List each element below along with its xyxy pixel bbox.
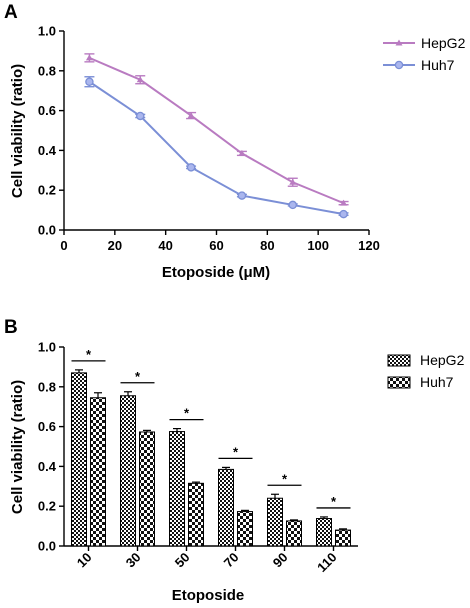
x-tick-label: 110 bbox=[314, 550, 339, 575]
data-point bbox=[85, 54, 93, 61]
bar-huh7 bbox=[286, 520, 302, 547]
panel-b-legend: HepG2 Huh7 bbox=[387, 352, 465, 390]
significance-star: * bbox=[331, 494, 337, 509]
x-tick-label: 90 bbox=[270, 550, 291, 571]
legend-swatch bbox=[387, 354, 411, 367]
bar-hepg2 bbox=[267, 497, 283, 547]
y-tick-label: 0.0 bbox=[38, 223, 56, 238]
panel-a-y-axis-label: Cell viability (ratio) bbox=[9, 64, 26, 198]
x-tick-label: 20 bbox=[108, 238, 122, 253]
panel-b-x-axis-label: Etoposide bbox=[172, 587, 245, 604]
bar-hepg2 bbox=[120, 395, 136, 547]
data-point bbox=[289, 178, 297, 185]
bar-huh7 bbox=[237, 511, 253, 547]
legend-label-hepg2: HepG2 bbox=[421, 35, 466, 51]
x-tick-label: 100 bbox=[307, 238, 329, 253]
panel-a-letter: A bbox=[4, 2, 18, 23]
bar-hepg2 bbox=[316, 518, 332, 547]
x-tick-label: 40 bbox=[158, 238, 172, 253]
data-point bbox=[238, 149, 246, 156]
x-tick-label: 60 bbox=[209, 238, 223, 253]
bar-hepg2 bbox=[169, 431, 185, 547]
bar-chart-panel-b: B Cell viability (ratio) Etoposide 0.00.… bbox=[4, 317, 465, 604]
x-tick-label: 10 bbox=[74, 550, 95, 571]
x-tick-label: 120 bbox=[358, 238, 380, 253]
y-tick-label: 1.0 bbox=[38, 340, 56, 355]
significance-star: * bbox=[86, 347, 92, 362]
y-tick-label: 0.2 bbox=[38, 499, 56, 514]
y-tick-label: 0.6 bbox=[38, 103, 56, 118]
panel-b-letter: B bbox=[4, 317, 18, 338]
panel-a-plot-area: 0.0 0.2 0.4 0.6 0.8 1.0 0 20 40 60 80 100 120 bbox=[38, 24, 380, 254]
data-point bbox=[237, 191, 247, 200]
legend-swatch bbox=[387, 376, 411, 389]
data-point bbox=[340, 199, 348, 206]
series-line-huh7 bbox=[88, 80, 344, 216]
y-tick-label: 0.4 bbox=[38, 459, 57, 474]
legend-marker bbox=[395, 39, 403, 46]
legend-label-huh7: Huh7 bbox=[421, 57, 455, 73]
y-tick-label: 0.2 bbox=[38, 183, 56, 198]
y-tick-label: 0.6 bbox=[38, 419, 56, 434]
data-point bbox=[135, 111, 145, 121]
legend-marker bbox=[394, 60, 404, 70]
bar-hepg2 bbox=[71, 372, 87, 547]
data-point bbox=[339, 209, 348, 219]
panel-b-y-axis-label: Cell viability (ratio) bbox=[9, 380, 26, 514]
data-point bbox=[288, 200, 297, 210]
bar-huh7 bbox=[90, 397, 106, 547]
significance-star: * bbox=[233, 444, 239, 459]
significance-star: * bbox=[184, 406, 190, 421]
data-point bbox=[186, 163, 196, 172]
panel-a-legend: HepG2 Huh7 bbox=[383, 35, 466, 73]
significance-star: * bbox=[135, 369, 141, 384]
bar-hepg2 bbox=[218, 468, 234, 547]
x-tick-label: 50 bbox=[172, 550, 193, 571]
series-line-hepg2 bbox=[89, 56, 344, 205]
legend-label-hepg2: HepG2 bbox=[420, 352, 465, 368]
y-tick-label: 1.0 bbox=[38, 24, 56, 39]
bar-huh7 bbox=[188, 482, 204, 547]
significance-star: * bbox=[282, 471, 288, 486]
bar-huh7 bbox=[139, 431, 155, 547]
panel-a-x-axis-label: Etoposide (μM) bbox=[162, 264, 270, 281]
panel-b-plot-area: 0.0 0.2 0.4 0.6 0.8 1.0 10 * 30 * 50 * 70 * 90 * 110 * bbox=[38, 340, 358, 575]
data-point bbox=[136, 76, 144, 83]
y-tick-label: 0.8 bbox=[38, 63, 56, 78]
y-tick-label: 0.0 bbox=[38, 539, 56, 554]
y-tick-label: 0.4 bbox=[38, 143, 57, 158]
y-tick-label: 0.8 bbox=[38, 379, 56, 394]
x-tick-label: 70 bbox=[221, 550, 242, 571]
bar-huh7 bbox=[335, 529, 351, 547]
data-point bbox=[187, 112, 195, 119]
legend-label-huh7: Huh7 bbox=[420, 374, 454, 390]
data-point bbox=[85, 77, 94, 86]
x-tick-label: 0 bbox=[60, 238, 67, 253]
x-tick-label: 80 bbox=[260, 238, 274, 253]
x-tick-label: 30 bbox=[123, 550, 144, 571]
line-chart-panel-a: A Cell viability (ratio) Etoposide (μM) … bbox=[4, 2, 466, 281]
